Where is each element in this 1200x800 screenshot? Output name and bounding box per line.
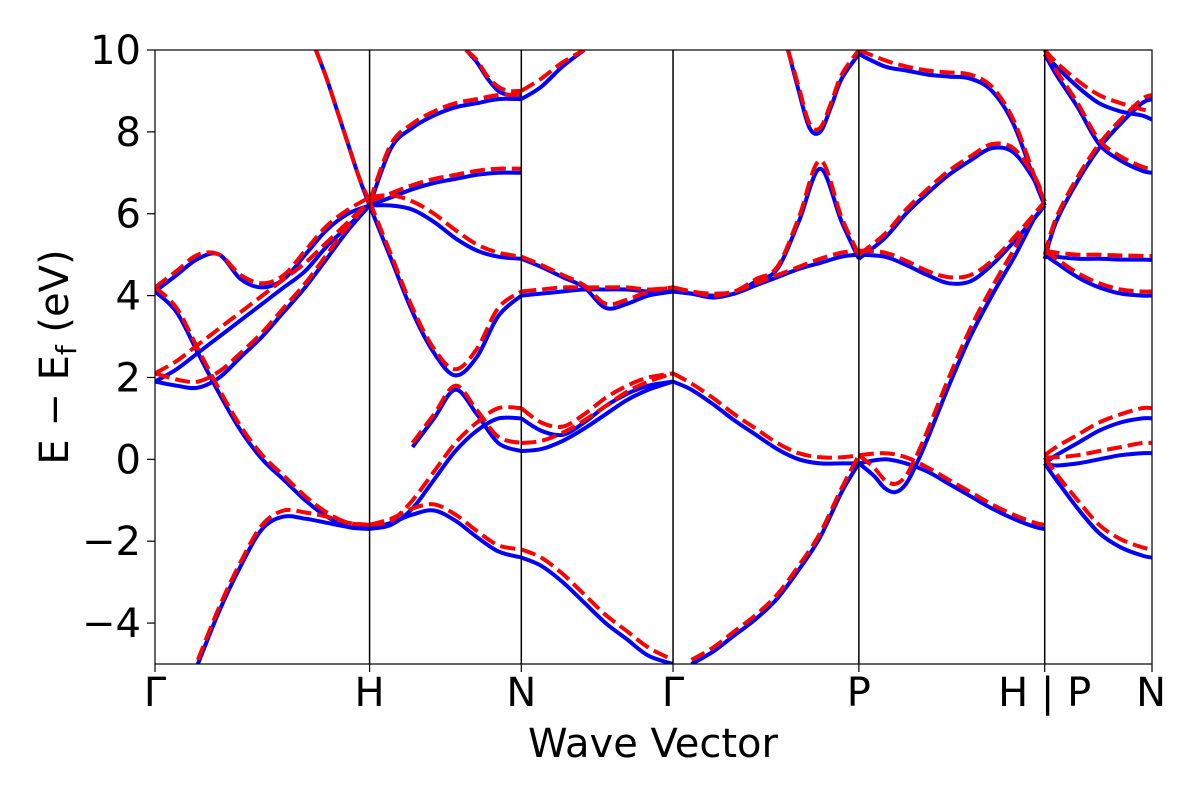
dft-band-32 xyxy=(1042,97,1152,260)
y-tick-label: 0 xyxy=(116,437,141,483)
dft-band-12 xyxy=(369,415,522,531)
dft-band-29 xyxy=(858,457,1046,531)
model-band-38 xyxy=(1043,456,1152,552)
kpoint-label: Γ xyxy=(662,670,685,716)
dft-band-13 xyxy=(410,387,522,454)
model-band-12 xyxy=(369,405,522,527)
model-band-3 xyxy=(155,200,371,376)
model-band-2 xyxy=(155,200,372,385)
dft-band-28 xyxy=(858,204,1047,286)
kpoint-label: H | P xyxy=(998,670,1091,716)
model-band-33 xyxy=(1042,50,1152,171)
x-axis-label: Wave Vector xyxy=(528,721,779,767)
dft-band-8 xyxy=(368,170,522,208)
model-band-34 xyxy=(1044,248,1152,258)
dft-band-23 xyxy=(690,462,861,664)
y-tick-label: −4 xyxy=(82,601,141,647)
model-band-10 xyxy=(367,200,523,372)
model-band-11 xyxy=(369,502,522,552)
model-band-26 xyxy=(858,50,1047,203)
model-band-20 xyxy=(520,50,586,93)
dft-band-9 xyxy=(367,96,522,207)
model-band-5 xyxy=(196,507,370,661)
x-axis-ticks: Γ H N Γ P H | P N xyxy=(144,664,1166,716)
model-band-25 xyxy=(786,50,861,132)
y-axis-label: E − Ef (eV) xyxy=(32,249,83,464)
model-band-19 xyxy=(520,547,674,662)
model-band-23 xyxy=(690,454,861,662)
model-band-13 xyxy=(410,383,522,445)
dft-band-35 xyxy=(1043,253,1152,298)
dft-band-22 xyxy=(672,379,859,466)
model-band-17 xyxy=(520,371,674,429)
kpoint-label: N xyxy=(1136,670,1166,716)
model-band-24 xyxy=(672,158,861,296)
model-band-32 xyxy=(1042,93,1152,256)
model-band-27 xyxy=(857,141,1047,257)
dft-band-18 xyxy=(521,379,674,454)
model-band-37 xyxy=(1044,440,1152,460)
kpoint-label: P xyxy=(847,670,871,716)
y-axis-label-unit: (eV) xyxy=(32,249,78,345)
model-band-16 xyxy=(521,285,674,294)
y-axis-label-subscript: f xyxy=(50,344,83,355)
dft-band-19 xyxy=(520,555,674,664)
model-band-31 xyxy=(1043,50,1152,114)
dft-band-31 xyxy=(1043,52,1152,122)
model-band-35 xyxy=(1043,248,1152,294)
model-band-4 xyxy=(155,285,370,527)
dft-band-7 xyxy=(369,203,522,261)
dft-band-36 xyxy=(1043,416,1152,466)
model-band-29 xyxy=(858,451,1046,527)
model-band-36 xyxy=(1043,405,1152,457)
dft-band-2 xyxy=(155,204,372,391)
y-tick-label: 8 xyxy=(116,110,141,156)
model-band-7 xyxy=(369,193,522,259)
model-band-18 xyxy=(521,371,674,445)
y-tick-label: 2 xyxy=(116,355,141,401)
dft-band-30 xyxy=(857,204,1047,495)
model-band-1 xyxy=(155,195,371,289)
model-band-30 xyxy=(857,200,1047,487)
band-curves xyxy=(155,50,1152,664)
kpoint-label: H xyxy=(355,670,385,716)
dft-band-3 xyxy=(155,204,371,384)
dft-band-37 xyxy=(1044,451,1152,468)
dft-band-38 xyxy=(1043,462,1152,560)
kpoint-label: Γ xyxy=(144,670,167,716)
y-tick-label: 10 xyxy=(90,28,141,74)
plot-frame xyxy=(154,49,1153,665)
y-tick-label: 6 xyxy=(116,192,141,238)
model-band-6 xyxy=(314,50,372,203)
y-axis-label-main: E − E xyxy=(32,355,78,465)
dft-band-5 xyxy=(196,514,370,664)
y-tick-label: −2 xyxy=(82,519,141,565)
high-symmetry-lines xyxy=(368,50,1046,664)
y-tick-label: 4 xyxy=(116,274,141,320)
model-band-14 xyxy=(464,50,522,94)
model-band-22 xyxy=(672,371,860,460)
dft-band-33 xyxy=(1042,53,1152,175)
dft-band-27 xyxy=(857,145,1047,261)
dft-band-17 xyxy=(520,379,674,438)
model-band-15 xyxy=(520,254,674,307)
y-axis-ticks: −4 −2 0 2 4 6 8 10 xyxy=(82,28,155,647)
model-band-21 xyxy=(672,248,860,298)
dft-band-1 xyxy=(155,203,371,294)
kpoint-label: N xyxy=(506,670,536,716)
model-band-9 xyxy=(367,92,522,203)
model-band-8 xyxy=(368,166,522,204)
